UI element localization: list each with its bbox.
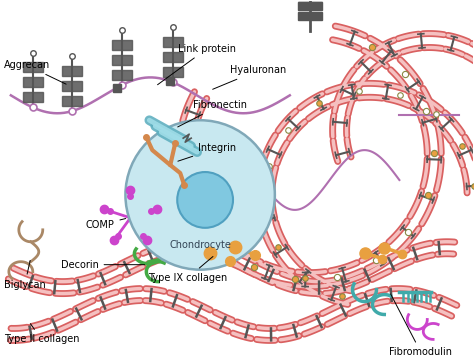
Text: Type IX collagen: Type IX collagen xyxy=(148,257,228,282)
FancyBboxPatch shape xyxy=(163,37,182,47)
FancyBboxPatch shape xyxy=(23,78,43,87)
FancyBboxPatch shape xyxy=(163,67,182,77)
Circle shape xyxy=(126,120,275,270)
Text: Biglycan: Biglycan xyxy=(4,260,46,290)
Text: Hyaluronan: Hyaluronan xyxy=(213,66,286,89)
Text: Fibromodulin: Fibromodulin xyxy=(390,294,452,357)
FancyBboxPatch shape xyxy=(298,12,322,20)
FancyBboxPatch shape xyxy=(23,63,43,72)
Text: Integrin: Integrin xyxy=(178,143,236,161)
Text: Type II collagen: Type II collagen xyxy=(4,324,79,344)
FancyBboxPatch shape xyxy=(112,40,132,50)
Circle shape xyxy=(177,172,233,228)
FancyBboxPatch shape xyxy=(62,96,82,106)
FancyBboxPatch shape xyxy=(62,81,82,91)
Text: COMP: COMP xyxy=(86,218,126,230)
FancyBboxPatch shape xyxy=(298,2,322,10)
Text: Link protein: Link protein xyxy=(157,44,236,85)
FancyBboxPatch shape xyxy=(112,55,132,65)
Text: Decorin: Decorin xyxy=(61,260,145,270)
Text: Fibronectin: Fibronectin xyxy=(178,100,247,127)
FancyBboxPatch shape xyxy=(163,52,182,62)
Text: Aggrecan: Aggrecan xyxy=(4,60,66,84)
FancyBboxPatch shape xyxy=(62,66,82,76)
FancyBboxPatch shape xyxy=(112,70,132,80)
FancyBboxPatch shape xyxy=(23,92,43,102)
Text: Chondrocyte: Chondrocyte xyxy=(169,240,231,250)
